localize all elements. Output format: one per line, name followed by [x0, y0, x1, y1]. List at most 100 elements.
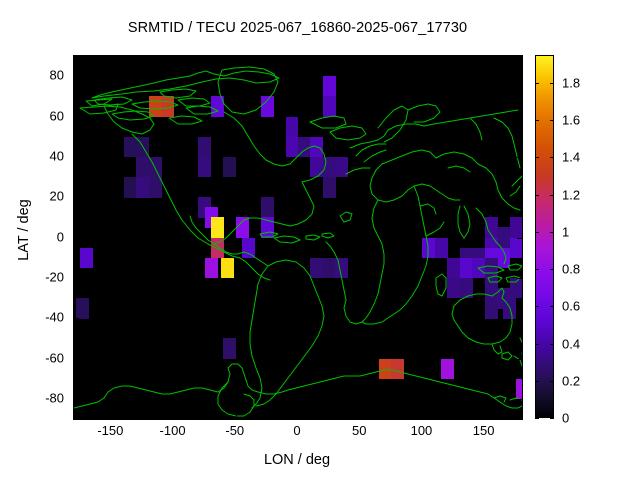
heatmap-cell: [484, 298, 498, 319]
colorbar-tick-mark: [535, 82, 539, 84]
colorbar-tick-mark: [535, 231, 539, 233]
heatmap-cell: [447, 257, 461, 279]
y-tick-mark-right: [517, 237, 522, 239]
colorbar-tick-label: 0.8: [562, 261, 581, 277]
heatmap-cell: [235, 217, 249, 238]
colorbar-tick-mark: [535, 418, 539, 419]
heatmap-cell: [509, 277, 522, 299]
x-tick-mark-top: [298, 56, 299, 61]
colorbar-tick-mark: [535, 343, 539, 345]
y-tick-label: 20: [49, 188, 64, 204]
heatmap-cell: [136, 156, 150, 178]
colorbar-tick-label: 0.6: [562, 298, 581, 314]
x-tick-label: -50: [225, 423, 245, 438]
y-tick-label: -40: [45, 309, 64, 325]
heatmap-cell: [484, 277, 498, 299]
y-tick-mark: [74, 116, 79, 118]
colorbar: [535, 55, 554, 419]
x-tick-mark-top: [422, 56, 424, 61]
heatmap-cell: [509, 217, 522, 238]
y-tick-mark: [74, 277, 79, 279]
heatmap-cell: [497, 247, 511, 269]
heatmap-cell: [223, 156, 237, 178]
x-tick-mark: [422, 414, 424, 419]
colorbar-tick-label: 0.4: [562, 336, 581, 352]
heatmap-cell: [285, 116, 299, 138]
heatmap-cell: [204, 257, 218, 279]
heatmap-cells-layer: [74, 56, 522, 419]
y-tick-mark: [74, 318, 79, 320]
colorbar-tick-mark-right: [550, 380, 554, 382]
heatmap-cell: [422, 237, 436, 259]
x-tick-mark-top: [235, 56, 237, 61]
y-tick-label: 60: [49, 108, 64, 123]
x-tick-label: -150: [97, 423, 124, 438]
y-tick-mark-right: [517, 116, 522, 118]
heatmap-cell: [310, 156, 324, 178]
x-tick-mark: [484, 414, 486, 419]
x-tick-mark-top: [173, 56, 175, 61]
y-axis-title: LAT / deg: [16, 199, 32, 261]
y-tick-mark: [74, 156, 79, 158]
heatmap-cell: [123, 177, 137, 198]
heatmap-cell: [285, 136, 299, 158]
heatmap-cell: [210, 237, 224, 259]
x-tick-mark-top: [111, 56, 113, 61]
heatmap-cell: [310, 257, 324, 279]
coastline-overlay: [74, 66, 522, 417]
y-tick-label: -60: [45, 350, 64, 365]
colorbar-tick-mark-right: [550, 269, 554, 271]
heatmap-cell: [123, 136, 137, 158]
heatmap-cell: [220, 257, 234, 279]
heatmap-cell: [148, 177, 162, 198]
x-tick-mark: [235, 414, 237, 419]
colorbar-tick-mark: [535, 380, 539, 382]
y-tick-mark-right: [517, 318, 522, 320]
heatmap-cell: [260, 96, 274, 117]
y-tick-label: 40: [49, 148, 64, 164]
heatmap-cell: [198, 156, 212, 178]
heatmap-cell: [198, 136, 212, 158]
colorbar-tick-mark: [535, 157, 539, 159]
heatmap-cell: [322, 177, 336, 198]
colorbar-gradient: [535, 55, 554, 418]
x-tick-mark-top: [484, 56, 486, 61]
x-axis-title: LON / deg: [263, 452, 331, 468]
x-tick-mark: [360, 414, 362, 419]
colorbar-tick-mark-right: [550, 120, 554, 122]
colorbar-tick-mark: [535, 269, 539, 271]
heatmap-cell: [223, 338, 237, 359]
heatmap-cell: [497, 227, 511, 249]
heatmap-cell: [76, 298, 90, 319]
heatmap-cell: [447, 277, 461, 299]
heatmap-cell: [322, 257, 336, 279]
y-tick-label: 80: [49, 67, 64, 83]
colorbar-tick-mark: [535, 306, 539, 308]
y-tick-mark: [74, 398, 79, 400]
y-tick-label: -20: [45, 269, 64, 285]
heatmap-cell: [441, 358, 455, 380]
heatmap-cell: [484, 217, 498, 238]
colorbar-tick-label: 1.8: [562, 75, 581, 91]
colorbar-tick-mark-right: [550, 343, 554, 345]
y-tick-mark-right: [517, 156, 522, 158]
colorbar-tick-mark-right: [550, 194, 554, 196]
heatmap-cell: [136, 177, 150, 198]
colorbar-tick-mark-right: [550, 306, 554, 308]
colorbar-tick-label: 0: [562, 410, 570, 426]
heatmap-cell: [322, 96, 336, 117]
x-tick-label: 100: [410, 423, 433, 438]
colorbar-tick-mark: [535, 194, 539, 196]
map-plot-area[interactable]: [73, 55, 523, 420]
y-tick-label: 0: [56, 229, 64, 244]
heatmap-cell: [459, 277, 473, 299]
y-tick-mark: [74, 76, 79, 78]
heatmap-cell: [210, 217, 224, 238]
colorbar-tick-label: 1.2: [562, 187, 581, 203]
plot-inner: [74, 56, 522, 419]
heatmap-cell: [391, 358, 405, 380]
heatmap-cell: [515, 378, 522, 400]
x-tick-label: 150: [472, 423, 495, 438]
x-tick-mark: [173, 414, 175, 419]
